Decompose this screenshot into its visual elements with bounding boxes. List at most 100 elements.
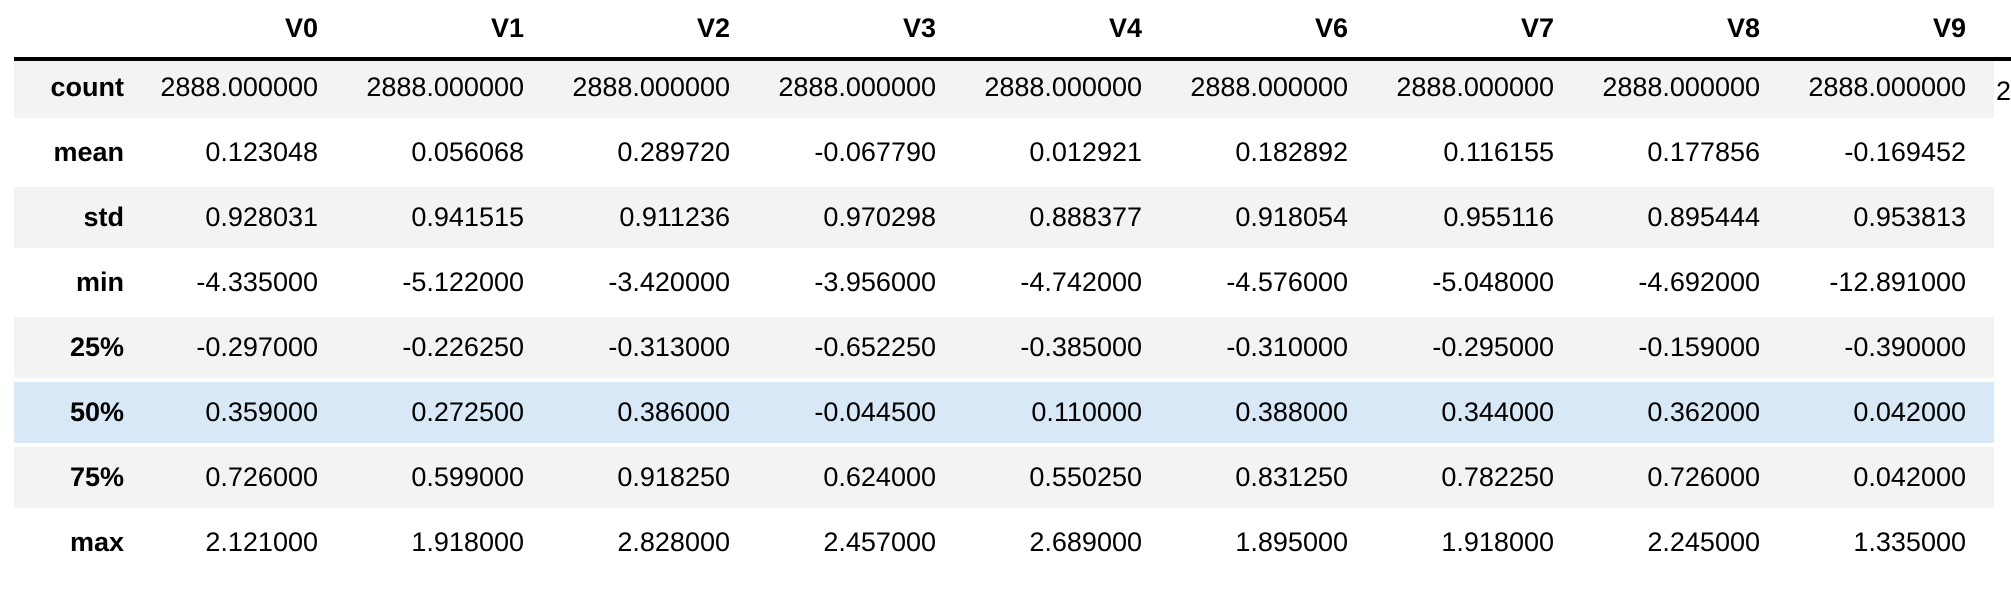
describe-table-container: V0 V1 V2 V3 V4 V6 V7 V8 V9 count 2888.000000 2888.… (14, 0, 2011, 577)
cell-std-v2: 0.911236 (552, 187, 758, 252)
cell-count-v9: 2888.000000 (1788, 57, 1994, 122)
truncated-cell-fragment: 2 (1996, 76, 2011, 106)
cell-50pct-v4: 0.110000 (964, 382, 1170, 447)
cell-count-v0: 2888.000000 (140, 57, 346, 122)
cell-25pct-v1: -0.226250 (346, 317, 552, 382)
cell-25pct-v4: -0.385000 (964, 317, 1170, 382)
cell-std-v7: 0.955116 (1376, 187, 1582, 252)
row-label-count: count (14, 57, 140, 122)
cell-min-v2: -3.420000 (552, 252, 758, 317)
cell-max-v2: 2.828000 (552, 512, 758, 577)
column-header-v2: V2 (552, 0, 758, 57)
cell-count-v4: 2888.000000 (964, 57, 1170, 122)
cell-max-v3: 2.457000 (758, 512, 964, 577)
row-label-min: min (14, 252, 140, 317)
cell-75pct-v3: 0.624000 (758, 447, 964, 512)
cell-count-v6: 2888.000000 (1170, 57, 1376, 122)
cell-mean-v6: 0.182892 (1170, 122, 1376, 187)
cell-75pct-v9: 0.042000 (1788, 447, 1994, 512)
cell-std-v8: 0.895444 (1582, 187, 1788, 252)
row-label-75pct: 75% (14, 447, 140, 512)
cell-75pct-v6: 0.831250 (1170, 447, 1376, 512)
table-body: count 2888.000000 2888.000000 2888.000000 28… (14, 57, 1994, 577)
cell-50pct-v2: 0.386000 (552, 382, 758, 447)
cell-min-v7: -5.048000 (1376, 252, 1582, 317)
cell-std-v4: 0.888377 (964, 187, 1170, 252)
cell-min-v9: -12.891000 (1788, 252, 1994, 317)
row-label-50pct: 50% (14, 382, 140, 447)
cell-max-v9: 1.335000 (1788, 512, 1994, 577)
cell-count-v7: 2888.000000 (1376, 57, 1582, 122)
cell-mean-v4: 0.012921 (964, 122, 1170, 187)
cell-mean-v0: 0.123048 (140, 122, 346, 187)
cell-50pct-v9: 0.042000 (1788, 382, 1994, 447)
cell-25pct-v2: -0.313000 (552, 317, 758, 382)
header-divider (14, 57, 2011, 61)
cell-mean-v9: -0.169452 (1788, 122, 1994, 187)
corner-cell (14, 0, 140, 57)
row-label-std: std (14, 187, 140, 252)
cell-min-v8: -4.692000 (1582, 252, 1788, 317)
row-label-max: max (14, 512, 140, 577)
cell-50pct-v1: 0.272500 (346, 382, 552, 447)
header-row: V0 V1 V2 V3 V4 V6 V7 V8 V9 (14, 0, 1994, 57)
cell-std-v3: 0.970298 (758, 187, 964, 252)
cell-std-v9: 0.953813 (1788, 187, 1994, 252)
cell-mean-v7: 0.116155 (1376, 122, 1582, 187)
column-header-v7: V7 (1376, 0, 1582, 57)
cell-25pct-v3: -0.652250 (758, 317, 964, 382)
cell-75pct-v8: 0.726000 (1582, 447, 1788, 512)
cell-mean-v8: 0.177856 (1582, 122, 1788, 187)
describe-table: V0 V1 V2 V3 V4 V6 V7 V8 V9 count 2888.000000 2888.… (14, 0, 1994, 577)
cell-max-v6: 1.895000 (1170, 512, 1376, 577)
table-row-75pct: 75% 0.726000 0.599000 0.918250 0.624000 0.550… (14, 447, 1994, 512)
cell-count-v3: 2888.000000 (758, 57, 964, 122)
cell-75pct-v4: 0.550250 (964, 447, 1170, 512)
column-header-v9: V9 (1788, 0, 1994, 57)
cell-50pct-v6: 0.388000 (1170, 382, 1376, 447)
cell-max-v0: 2.121000 (140, 512, 346, 577)
cell-min-v6: -4.576000 (1170, 252, 1376, 317)
cell-25pct-v9: -0.390000 (1788, 317, 1994, 382)
cell-75pct-v2: 0.918250 (552, 447, 758, 512)
column-header-v6: V6 (1170, 0, 1376, 57)
cell-mean-v1: 0.056068 (346, 122, 552, 187)
cell-25pct-v8: -0.159000 (1582, 317, 1788, 382)
cell-mean-v3: -0.067790 (758, 122, 964, 187)
table-row-max: max 2.121000 1.918000 2.828000 2.457000 2.689… (14, 512, 1994, 577)
column-header-v4: V4 (964, 0, 1170, 57)
cell-50pct-v8: 0.362000 (1582, 382, 1788, 447)
cell-max-v8: 2.245000 (1582, 512, 1788, 577)
cell-count-v2: 2888.000000 (552, 57, 758, 122)
cell-25pct-v7: -0.295000 (1376, 317, 1582, 382)
table-header: V0 V1 V2 V3 V4 V6 V7 V8 V9 (14, 0, 1994, 57)
cell-75pct-v1: 0.599000 (346, 447, 552, 512)
cell-75pct-v0: 0.726000 (140, 447, 346, 512)
table-row-count: count 2888.000000 2888.000000 2888.000000 28… (14, 57, 1994, 122)
cell-50pct-v0: 0.359000 (140, 382, 346, 447)
table-row-mean: mean 0.123048 0.056068 0.289720 -0.067790 0.0… (14, 122, 1994, 187)
cell-min-v0: -4.335000 (140, 252, 346, 317)
cell-max-v1: 1.918000 (346, 512, 552, 577)
cell-max-v4: 2.689000 (964, 512, 1170, 577)
column-header-v1: V1 (346, 0, 552, 57)
cell-75pct-v7: 0.782250 (1376, 447, 1582, 512)
column-header-v3: V3 (758, 0, 964, 57)
cell-std-v6: 0.918054 (1170, 187, 1376, 252)
cell-std-v1: 0.941515 (346, 187, 552, 252)
cell-25pct-v6: -0.310000 (1170, 317, 1376, 382)
cell-min-v3: -3.956000 (758, 252, 964, 317)
cell-50pct-v3: -0.044500 (758, 382, 964, 447)
cell-max-v7: 1.918000 (1376, 512, 1582, 577)
table-row-25pct: 25% -0.297000 -0.226250 -0.313000 -0.652250-… (14, 317, 1994, 382)
cell-50pct-v7: 0.344000 (1376, 382, 1582, 447)
cell-mean-v2: 0.289720 (552, 122, 758, 187)
table-row-50pct: 50% 0.359000 0.272500 0.386000 -0.044500 0.11… (14, 382, 1994, 447)
row-label-mean: mean (14, 122, 140, 187)
column-header-v0: V0 (140, 0, 346, 57)
table-row-std: std 0.928031 0.941515 0.911236 0.970298 0.888… (14, 187, 1994, 252)
row-label-25pct: 25% (14, 317, 140, 382)
column-header-v8: V8 (1582, 0, 1788, 57)
cell-min-v1: -5.122000 (346, 252, 552, 317)
cell-count-v8: 2888.000000 (1582, 57, 1788, 122)
